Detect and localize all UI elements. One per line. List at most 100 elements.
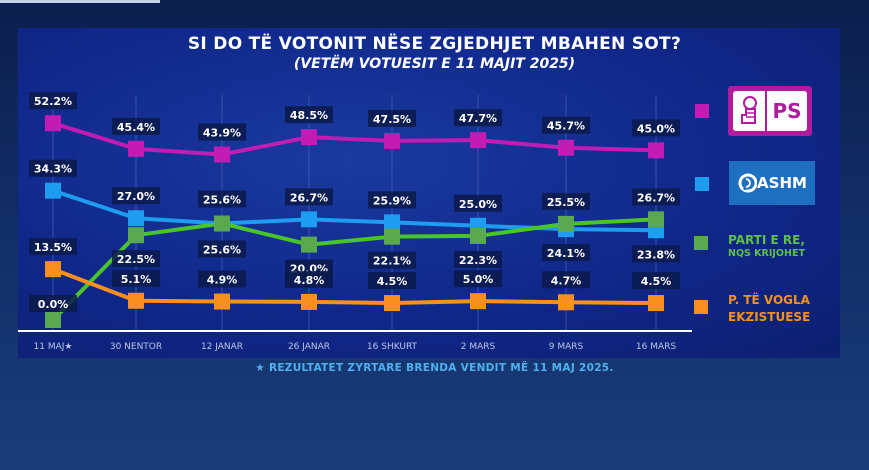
- data-label: 45.7%: [547, 120, 585, 133]
- data-label-bg: [112, 269, 160, 287]
- data-label: 26.7%: [637, 191, 675, 204]
- data-marker: [128, 140, 144, 157]
- data-label-bg: [368, 251, 416, 269]
- data-label: 22.1%: [373, 255, 411, 268]
- data-label: 25.0%: [459, 198, 497, 211]
- data-label: 47.5%: [373, 113, 411, 126]
- data-label-bg: [632, 245, 680, 263]
- data-label-bg: [198, 270, 246, 288]
- series-line-2: [51, 217, 657, 322]
- data-marker: [214, 215, 230, 232]
- data-label-bg: [368, 272, 416, 290]
- data-marker: [128, 292, 144, 309]
- data-label-bg: [368, 109, 416, 127]
- data-label: 43.9%: [203, 126, 241, 139]
- data-marker: [384, 132, 400, 149]
- data-label: 4.7%: [551, 274, 582, 287]
- data-label-bg: [29, 238, 77, 256]
- rose-fist-icon: [733, 91, 767, 131]
- data-marker: [648, 295, 664, 312]
- data-label: 45.4%: [117, 121, 155, 134]
- data-marker: [558, 139, 574, 156]
- data-label: 26.7%: [290, 191, 328, 204]
- data-marker: [384, 214, 400, 231]
- legend-small-parties-line1: P. TË VOGLA: [728, 293, 810, 307]
- data-label-bg: [542, 192, 590, 210]
- data-label: 4.8%: [294, 274, 325, 287]
- x-tick-label: 11 MAJ★: [34, 342, 73, 352]
- x-tick-label: 30 NENTOR: [110, 342, 162, 352]
- data-marker: [45, 261, 61, 278]
- legend-swatch-small-parties: [694, 300, 708, 314]
- data-label: 4.5%: [641, 275, 672, 288]
- data-label: 0.0%: [38, 298, 69, 311]
- data-label-bg: [29, 92, 77, 110]
- data-labels: 52.2% 45.4% 43.9% 48.5% 47.5% 47.7% 45.7% 45.0%…: [29, 92, 680, 312]
- data-marker: [470, 227, 486, 244]
- series-lines: [51, 121, 657, 322]
- series-line-0: [52, 121, 657, 157]
- x-tick-label: 26 JANAR: [288, 342, 330, 352]
- data-label-bg: [454, 109, 502, 127]
- legend-swatch-ashm: [695, 177, 709, 191]
- x-tick-label: 2 MARS: [461, 342, 496, 352]
- ps-logo-text: PS: [772, 99, 802, 123]
- data-marker: [648, 142, 664, 159]
- pdashm-logo: ASHM: [729, 161, 815, 205]
- pd-emblem-icon: [738, 173, 758, 193]
- x-tick-label: 9 MARS: [549, 342, 584, 352]
- x-tick-label: 16 SHKURT: [367, 342, 418, 352]
- chart-subtitle: (VETËM VOTUESIT E 11 MAJIT 2025): [293, 56, 576, 72]
- data-label-bg: [454, 194, 502, 212]
- data-label: 48.5%: [290, 109, 328, 122]
- data-label-bg: [542, 116, 590, 134]
- data-label: 27.0%: [117, 190, 155, 203]
- legend-new-party-line1: PARTI E RE,: [728, 233, 805, 247]
- data-marker: [301, 293, 317, 310]
- data-label-bg: [542, 244, 590, 262]
- data-label: 25.6%: [203, 243, 241, 256]
- data-marker: [301, 236, 317, 253]
- data-marker: [384, 295, 400, 312]
- data-label-bg: [112, 117, 160, 135]
- ashm-logo-text: ASHM: [757, 174, 807, 192]
- data-label-bg: [454, 270, 502, 288]
- ps-logo: PS: [728, 86, 812, 136]
- data-marker: [301, 129, 317, 146]
- legend-new-party-line2: NQS KRIJOHET: [728, 248, 805, 259]
- data-label: 25.9%: [373, 194, 411, 207]
- data-label: 13.5%: [34, 241, 72, 254]
- data-marker: [470, 132, 486, 149]
- data-label-bg: [112, 250, 160, 268]
- data-marker: [558, 294, 574, 311]
- x-tick-label: 16 MARS: [636, 342, 676, 352]
- data-marker: [214, 146, 230, 163]
- data-label: 5.1%: [121, 273, 152, 286]
- footnote: ★ REZULTATET ZYRTARE BRENDA VENDIT MË 11…: [255, 362, 614, 374]
- series-line-3: [52, 267, 657, 306]
- data-label-bg: [29, 159, 77, 177]
- data-label: 52.2%: [34, 95, 72, 108]
- data-marker: [558, 215, 574, 232]
- legend-swatch-ps: [695, 104, 709, 118]
- data-label: 23.8%: [637, 248, 675, 261]
- legend-swatch-new-party: [694, 236, 708, 250]
- data-label-bg: [198, 240, 246, 258]
- data-label-bg: [632, 119, 680, 137]
- data-label-bg: [198, 190, 246, 208]
- data-marker: [45, 115, 61, 132]
- data-label: 22.5%: [117, 253, 155, 266]
- series-line-1: [52, 188, 657, 233]
- data-label: 22.3%: [459, 254, 497, 267]
- data-label-bg: [632, 188, 680, 206]
- data-label: 4.9%: [207, 274, 238, 287]
- data-label: 34.3%: [34, 163, 72, 176]
- data-marker: [648, 211, 664, 228]
- data-marker: [301, 211, 317, 228]
- data-markers: [45, 115, 664, 328]
- data-label-bg: [285, 188, 333, 206]
- data-marker: [470, 293, 486, 310]
- data-label: 47.7%: [459, 112, 497, 125]
- data-marker: [45, 312, 61, 328]
